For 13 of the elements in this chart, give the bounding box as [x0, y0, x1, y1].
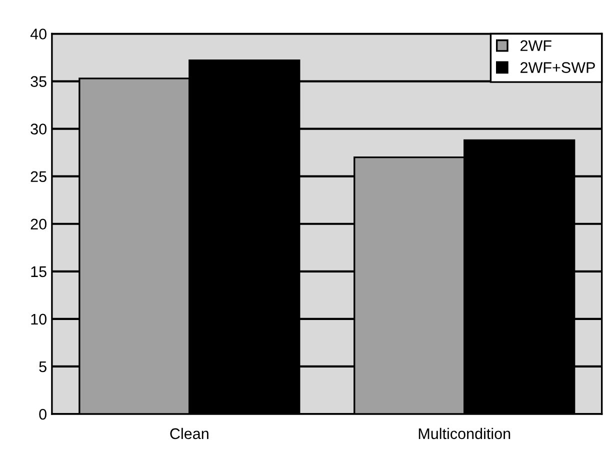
y-tick-label: 20 — [30, 218, 46, 230]
legend-label: 2WF — [520, 40, 552, 51]
x-tick-label: Clean — [170, 428, 208, 440]
y-tick-label: 25 — [30, 171, 46, 182]
legend-label: 2WF+SWP — [520, 62, 595, 73]
y-tick-label: 5 — [39, 361, 46, 372]
x-tick-label: Multicondition — [418, 428, 510, 440]
y-tick-label: 30 — [30, 124, 46, 134]
y-tick-label: 0 — [39, 408, 46, 420]
y-tick-label: 35 — [30, 76, 46, 87]
y-tick-label: 15 — [31, 266, 46, 278]
y-tick-label: 40 — [30, 28, 46, 40]
y-tick-label: 10 — [31, 314, 46, 325]
